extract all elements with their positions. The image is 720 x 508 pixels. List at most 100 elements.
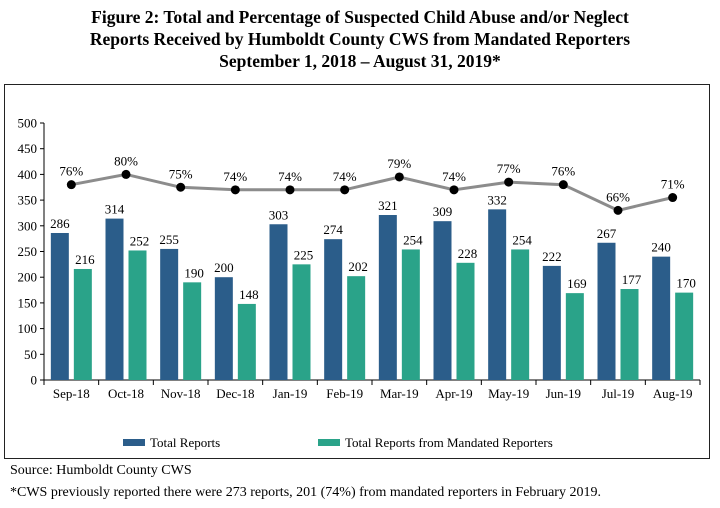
- percent-marker: [285, 185, 295, 195]
- x-tick-label: May-19: [488, 386, 529, 401]
- bar-total-reports: [105, 218, 124, 380]
- y-tick-label: 450: [18, 141, 38, 156]
- x-tick-label: Jun-19: [546, 386, 581, 401]
- bar-mandated-reports: [183, 282, 202, 380]
- title-line-3: September 1, 2018 – August 31, 2019*: [219, 51, 501, 71]
- x-tick-label: Feb-19: [326, 386, 363, 401]
- source-note: Source: Humboldt County CWS: [10, 463, 192, 478]
- percent-label: 76%: [551, 164, 575, 179]
- legend-label-total: Total Reports: [150, 435, 220, 450]
- percent-label: 77%: [497, 161, 521, 176]
- percent-marker: [558, 180, 568, 190]
- percent-label: 66%: [606, 189, 630, 204]
- bar-mandated-reports: [511, 249, 530, 380]
- data-label-mandated: 254: [403, 232, 423, 247]
- percent-marker: [613, 205, 623, 215]
- legend-swatch-mandated: [318, 439, 340, 446]
- y-tick-label: 0: [31, 373, 38, 388]
- x-tick-label: Mar-19: [380, 386, 419, 401]
- x-tick-label: Oct-18: [108, 386, 144, 401]
- data-label-total: 321: [378, 198, 398, 213]
- bar-mandated-reports: [347, 276, 366, 380]
- data-label-total: 267: [597, 226, 617, 241]
- bar-mandated-reports: [237, 303, 256, 380]
- bar-mandated-reports: [73, 268, 92, 380]
- percent-marker: [504, 177, 514, 187]
- data-label-total: 255: [159, 232, 179, 247]
- bar-total-reports: [652, 256, 671, 380]
- percent-label: 76%: [59, 164, 83, 179]
- data-label-mandated: 252: [130, 233, 150, 248]
- x-tick-label: Nov-18: [161, 386, 201, 401]
- bar-total-reports: [324, 239, 343, 380]
- data-label-mandated: 254: [512, 232, 532, 247]
- y-tick-label: 50: [24, 347, 37, 362]
- x-tick-label: Jul-19: [602, 386, 635, 401]
- x-tick-label: Sep-18: [53, 386, 90, 401]
- data-label-total: 274: [323, 222, 343, 237]
- y-tick-label: 100: [18, 321, 38, 336]
- y-tick-label: 300: [18, 218, 38, 233]
- percent-label: 71%: [661, 177, 685, 192]
- bar-total-reports: [214, 277, 233, 380]
- data-label-total: 314: [105, 202, 125, 217]
- chart-title: Figure 2: Total and Percentage of Suspec…: [0, 6, 720, 72]
- percent-label: 75%: [169, 166, 193, 181]
- y-tick-label: 200: [18, 270, 38, 285]
- percent-marker: [176, 182, 186, 192]
- y-tick-label: 150: [18, 295, 38, 310]
- y-tick-label: 350: [18, 193, 38, 208]
- percent-marker: [668, 193, 678, 203]
- percent-label: 74%: [333, 169, 357, 184]
- x-tick-label: Aug-19: [653, 386, 693, 401]
- percent-label: 74%: [223, 169, 247, 184]
- bar-mandated-reports: [128, 250, 147, 380]
- percent-marker: [449, 185, 459, 195]
- bar-total-reports: [269, 224, 288, 380]
- percent-marker: [394, 172, 404, 182]
- bar-mandated-reports: [675, 292, 694, 380]
- percent-marker: [340, 185, 350, 195]
- percent-label: 80%: [114, 153, 138, 168]
- data-label-mandated: 170: [676, 276, 696, 291]
- chart-frame: [4, 84, 710, 459]
- percent-label: 74%: [278, 169, 302, 184]
- legend-label-mandated: Total Reports from Mandated Reporters: [345, 435, 553, 450]
- bar-total-reports: [160, 248, 179, 380]
- percent-marker: [66, 180, 76, 190]
- x-tick-label: Apr-19: [435, 386, 472, 401]
- y-tick-label: 500: [18, 116, 38, 131]
- bar-mandated-reports: [292, 264, 311, 380]
- bar-total-reports: [50, 232, 69, 380]
- bar-total-reports: [542, 265, 561, 380]
- percent-line: [71, 172, 674, 212]
- footnote: *CWS previously reported there were 273 …: [10, 485, 601, 500]
- legend-swatch-total: [123, 439, 145, 446]
- data-label-mandated: 169: [567, 276, 587, 291]
- data-label-total: 309: [433, 204, 453, 219]
- data-label-total: 303: [269, 207, 289, 222]
- data-label-mandated: 202: [348, 259, 368, 274]
- bar-total-reports: [597, 242, 616, 380]
- percent-label: 74%: [442, 169, 466, 184]
- data-label-mandated: 216: [75, 252, 95, 267]
- bar-total-reports: [488, 209, 507, 380]
- bar-mandated-reports: [401, 249, 420, 380]
- title-line-1: Figure 2: Total and Percentage of Suspec…: [91, 7, 629, 27]
- percent-marker: [121, 169, 131, 179]
- y-tick-label: 400: [18, 167, 38, 182]
- bar-mandated-reports: [456, 262, 475, 380]
- bar-mandated-reports: [565, 293, 584, 380]
- y-tick-label: 250: [18, 244, 38, 259]
- bar-mandated-reports: [620, 289, 639, 380]
- x-tick-label: Jan-19: [273, 386, 308, 401]
- title-line-2: Reports Received by Humboldt County CWS …: [89, 29, 631, 49]
- data-label-mandated: 177: [622, 272, 642, 287]
- data-label-mandated: 190: [184, 265, 204, 280]
- bar-total-reports: [378, 215, 397, 380]
- bar-total-reports: [433, 221, 452, 380]
- data-label-total: 332: [487, 192, 507, 207]
- data-label-total: 222: [542, 249, 562, 264]
- data-label-mandated: 225: [294, 247, 314, 262]
